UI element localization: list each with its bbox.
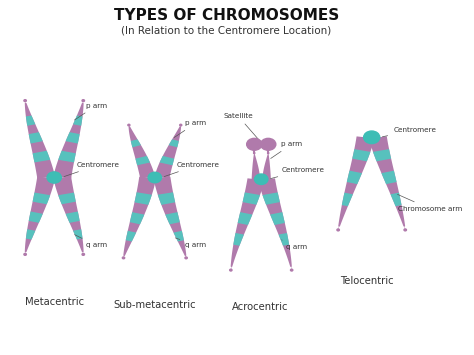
Circle shape [128, 124, 130, 126]
Polygon shape [29, 132, 43, 143]
Polygon shape [352, 149, 370, 162]
Polygon shape [58, 192, 76, 204]
Text: (In Relation to the Centromere Location): (In Relation to the Centromere Location) [121, 26, 331, 36]
Text: q arm: q arm [175, 238, 206, 248]
Polygon shape [342, 193, 353, 206]
Polygon shape [155, 125, 181, 179]
Text: Sub-metacentric: Sub-metacentric [113, 300, 196, 310]
Polygon shape [270, 212, 285, 225]
Polygon shape [26, 229, 36, 240]
Polygon shape [279, 233, 289, 246]
Circle shape [82, 253, 84, 255]
Polygon shape [263, 192, 280, 205]
Polygon shape [258, 178, 292, 270]
Text: Satellite: Satellite [223, 113, 259, 141]
Text: Centromere: Centromere [64, 162, 119, 176]
Text: Centromere: Centromere [383, 127, 436, 137]
Circle shape [230, 269, 232, 271]
Circle shape [404, 229, 407, 231]
Polygon shape [25, 176, 55, 255]
Polygon shape [73, 115, 82, 126]
Polygon shape [154, 177, 186, 258]
Text: Metacentric: Metacentric [25, 296, 84, 307]
Polygon shape [123, 177, 156, 258]
Polygon shape [58, 151, 76, 163]
Polygon shape [233, 233, 244, 246]
Polygon shape [54, 176, 83, 255]
Text: Centromere: Centromere [271, 167, 324, 179]
Polygon shape [263, 153, 271, 179]
Polygon shape [33, 192, 50, 204]
Polygon shape [373, 149, 391, 162]
Polygon shape [33, 151, 50, 163]
Text: Chromosome arm: Chromosome arm [398, 194, 462, 212]
Polygon shape [128, 125, 155, 179]
Polygon shape [243, 192, 260, 205]
Circle shape [291, 269, 293, 271]
Polygon shape [338, 136, 374, 230]
Text: p arm: p arm [74, 103, 107, 120]
Circle shape [82, 100, 84, 102]
Polygon shape [131, 139, 141, 147]
Polygon shape [130, 212, 145, 224]
Text: q arm: q arm [74, 235, 107, 248]
Circle shape [47, 172, 61, 183]
Circle shape [122, 257, 125, 259]
Circle shape [337, 229, 339, 231]
Polygon shape [169, 139, 179, 147]
Polygon shape [231, 178, 264, 270]
Polygon shape [173, 231, 184, 241]
Polygon shape [158, 192, 175, 205]
Polygon shape [252, 153, 260, 179]
Polygon shape [25, 100, 55, 179]
Polygon shape [160, 156, 174, 165]
Circle shape [180, 124, 182, 126]
Text: TYPES OF CHROMOSOMES: TYPES OF CHROMOSOMES [114, 8, 339, 23]
Polygon shape [136, 156, 150, 165]
Circle shape [148, 172, 162, 183]
Polygon shape [73, 229, 82, 240]
Polygon shape [347, 171, 362, 184]
Text: p arm: p arm [174, 120, 206, 137]
Text: Centromere: Centromere [164, 162, 219, 176]
Polygon shape [29, 212, 43, 223]
Polygon shape [65, 132, 80, 143]
Circle shape [185, 257, 187, 259]
Polygon shape [382, 171, 397, 184]
Circle shape [364, 131, 380, 144]
Circle shape [261, 138, 276, 150]
Polygon shape [237, 212, 252, 225]
Polygon shape [391, 193, 401, 206]
Polygon shape [26, 115, 36, 126]
Polygon shape [54, 100, 83, 179]
Circle shape [255, 174, 268, 185]
Text: p arm: p arm [271, 141, 302, 158]
Text: Acrocentric: Acrocentric [232, 302, 288, 312]
Polygon shape [369, 136, 405, 230]
Polygon shape [135, 192, 152, 205]
Text: Telocentric: Telocentric [340, 275, 394, 285]
Circle shape [24, 100, 27, 102]
Circle shape [246, 138, 262, 150]
Polygon shape [165, 212, 180, 224]
Polygon shape [65, 212, 80, 223]
Text: q arm: q arm [282, 240, 307, 250]
Polygon shape [126, 231, 136, 241]
Circle shape [24, 253, 27, 255]
